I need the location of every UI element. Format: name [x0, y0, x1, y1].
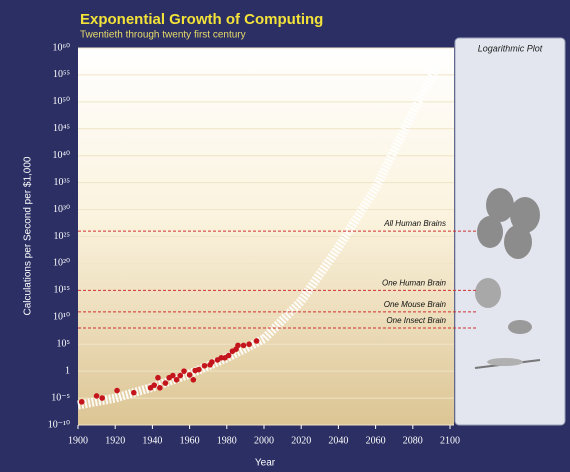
x-axis-label: Year	[255, 458, 276, 469]
chart-title: Exponential Growth of Computing	[80, 11, 323, 28]
y-tick-label: 10⁻⁵	[51, 392, 70, 403]
data-point	[151, 382, 158, 388]
data-point	[181, 368, 187, 374]
reference-label: One Mouse Brain	[384, 300, 447, 309]
illustrations	[474, 188, 541, 369]
data-point	[157, 385, 163, 391]
x-tick-label: 2080	[403, 435, 423, 446]
y-tick-label: 10⁶⁰	[53, 42, 71, 53]
x-tick-label: 2020	[291, 435, 311, 446]
data-point	[155, 374, 161, 381]
data-point	[190, 376, 197, 383]
data-point	[78, 399, 85, 405]
y-tick-label: 10⁵⁰	[53, 96, 71, 107]
y-axis-label: Calculations per Second per $1,000	[23, 156, 34, 315]
data-point	[196, 366, 202, 373]
reference-label: One Insect Brain	[386, 316, 446, 325]
data-point	[99, 395, 105, 401]
x-tick-label: 1940	[142, 435, 162, 446]
y-tick-label: 10⁻¹⁰	[48, 419, 70, 430]
x-tick-label: 2100	[440, 435, 460, 446]
x-tick-label: 1900	[68, 435, 88, 446]
data-point	[246, 341, 252, 348]
panel-title: Logarithmic Plot	[478, 43, 543, 53]
x-tick-label: 2000	[254, 435, 274, 446]
reference-label: One Human Brain	[382, 278, 447, 287]
data-point	[93, 393, 100, 399]
y-tick-label: 10⁵⁵	[53, 69, 70, 80]
y-tick-label: 10⁵	[57, 339, 71, 350]
data-point	[201, 362, 208, 369]
trend-line	[77, 56, 445, 410]
y-tick-label: 1	[65, 365, 70, 376]
chart-subtitle: Twentieth through twenty first century	[80, 30, 246, 41]
y-tick-label: 10⁴⁵	[53, 123, 70, 134]
data-point	[173, 376, 180, 383]
data-point	[209, 359, 215, 365]
y-tick-label: 10³⁵	[54, 177, 70, 188]
data-point	[170, 372, 176, 379]
x-tick-label: 1920	[105, 435, 125, 446]
data-point	[162, 380, 169, 386]
x-tick-label: 2060	[366, 435, 386, 446]
data-point	[225, 352, 232, 359]
y-tick-label: 10¹⁰	[53, 312, 70, 323]
x-tick-label: 1980	[217, 435, 237, 446]
data-point	[114, 387, 120, 394]
y-tick-label: 10¹⁵	[54, 285, 70, 296]
data-point	[177, 372, 184, 379]
reference-label: All Human Brains	[383, 219, 446, 228]
data-point	[131, 389, 137, 396]
data-point	[186, 372, 193, 378]
y-tick-label: 10⁴⁰	[53, 150, 71, 161]
x-tick-label: 2040	[328, 435, 348, 446]
data-point	[253, 338, 260, 344]
x-tick-label: 1960	[180, 435, 200, 446]
y-tick-label: 10²⁰	[53, 258, 70, 269]
data-point	[235, 342, 241, 349]
data-point	[240, 342, 247, 349]
y-tick-label: 10²⁵	[54, 231, 70, 242]
y-tick-label: 10³⁰	[53, 204, 70, 215]
